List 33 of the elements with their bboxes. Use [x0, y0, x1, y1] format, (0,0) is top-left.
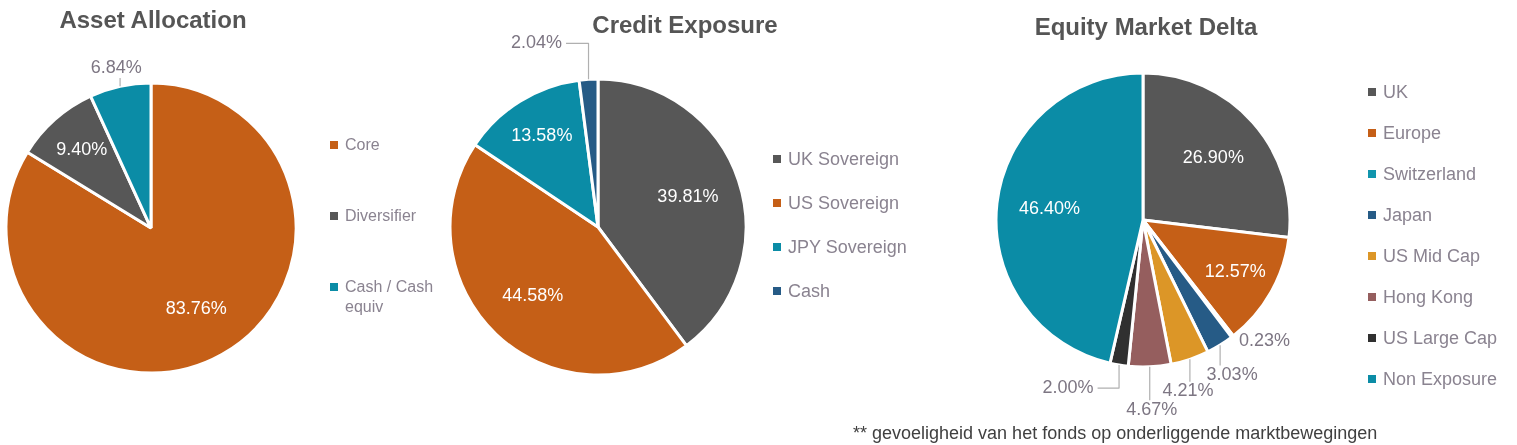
data-label: 6.84% — [90, 57, 142, 78]
data-label: 39.81% — [657, 186, 719, 207]
data-label: 26.90% — [1182, 146, 1244, 167]
data-label: 0.23% — [1238, 329, 1291, 350]
legend-label: US Large Cap — [1383, 326, 1498, 350]
legend-label: US Sovereign — [788, 191, 900, 215]
legend-label: UK — [1383, 80, 1409, 104]
data-label: 46.40% — [1018, 198, 1081, 219]
data-label: 2.04% — [511, 32, 563, 53]
legend-label: Cash — [788, 279, 831, 303]
legend-label: Europe — [1383, 121, 1442, 145]
legend-label: Core — [345, 135, 380, 155]
legend-label: Non Exposure — [1383, 367, 1498, 391]
chart-title: Credit Exposure — [592, 11, 778, 39]
data-label: 9.40% — [56, 138, 108, 159]
data-label: 12.57% — [1204, 261, 1266, 282]
text: ** gevoeligheid van het fonds op onderliggende marktbewegingen — [853, 422, 1378, 444]
legend-label: Switzerland — [1383, 162, 1477, 186]
data-label: 13.58% — [511, 125, 573, 146]
legend-label: JPY Sovereign — [788, 235, 907, 259]
legend-label: UK Sovereign — [788, 147, 900, 171]
legend-label: Diversifier — [345, 206, 417, 226]
data-label: 4.21% — [1162, 380, 1214, 401]
legend-label: US Mid Cap — [1383, 244, 1481, 268]
data-label: 2.00% — [1042, 377, 1094, 397]
data-label: 83.76% — [165, 297, 227, 318]
data-label: 44.58% — [502, 284, 564, 305]
chart-title: Equity Market Delta — [1034, 13, 1258, 41]
legend-label: Hong Kong — [1383, 285, 1474, 309]
legend-label: Cash / Cash equiv — [345, 277, 435, 317]
data-label: 4.67% — [1126, 398, 1178, 419]
chart-title: Asset Allocation — [59, 6, 247, 34]
legend-label: Japan — [1383, 203, 1433, 227]
